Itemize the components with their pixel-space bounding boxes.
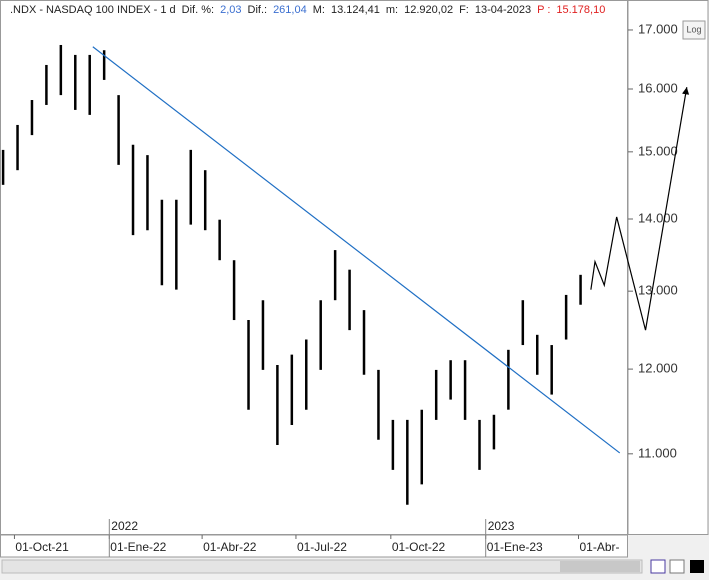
header-label: F: xyxy=(459,4,469,16)
y-tick-label: 17.000 xyxy=(638,21,678,36)
scroll-thumb[interactable] xyxy=(560,561,640,572)
instrument-name: .NDX - NASDAQ 100 INDEX - 1 d xyxy=(10,4,176,16)
scrollbar[interactable] xyxy=(1,559,643,574)
x-tick-label: 01-Abr-22 xyxy=(203,540,257,554)
fill-icon[interactable] xyxy=(690,560,704,573)
header-value: 15.178,10 xyxy=(556,4,605,16)
date-axis xyxy=(0,534,628,558)
y-tick-label: 15.000 xyxy=(638,143,678,158)
zoom-icon[interactable] xyxy=(669,559,685,574)
header-label: M: xyxy=(313,4,325,16)
header-text: .NDX - NASDAQ 100 INDEX - 1 d Dif. %: 2,03… xyxy=(10,4,605,16)
log-button-label[interactable]: Log xyxy=(686,24,701,34)
header-label: m: xyxy=(386,4,398,16)
year-label: 2022 xyxy=(111,519,138,533)
x-tick-label: 01-Oct-22 xyxy=(392,540,446,554)
price-axis xyxy=(627,0,709,535)
header-label: Dif.: xyxy=(248,4,268,16)
x-tick-label: 01-Abr- xyxy=(580,540,620,554)
y-tick-label: 11.000 xyxy=(638,445,677,460)
header-value: 261,04 xyxy=(273,4,307,16)
projection-path xyxy=(590,87,690,331)
header-label: P : xyxy=(537,4,550,16)
y-tick-label: 16.000 xyxy=(638,80,678,95)
x-tick-label: 01-Oct-21 xyxy=(15,540,69,554)
plot-area xyxy=(0,0,628,535)
header-value: 12.920,02 xyxy=(404,4,453,16)
y-tick-label: 13.000 xyxy=(638,283,678,298)
year-label: 2023 xyxy=(488,519,515,533)
y-tick-label: 14.000 xyxy=(638,210,678,225)
save-icon[interactable] xyxy=(650,559,666,574)
log-button[interactable] xyxy=(682,20,706,40)
header-value: 13.124,41 xyxy=(331,4,380,16)
header-value: 2,03 xyxy=(220,4,241,16)
x-tick-label: 01-Jul-22 xyxy=(297,540,347,554)
x-tick-label: 01-Ene-22 xyxy=(110,540,166,554)
header-value: 13-04-2023 xyxy=(475,4,531,16)
header-label: Dif. %: xyxy=(182,4,214,16)
x-tick-label: 01-Ene-23 xyxy=(487,540,543,554)
header: .NDX - NASDAQ 100 INDEX - 1 d Dif. %: 2,03… xyxy=(10,4,605,16)
trendline xyxy=(92,46,621,454)
y-tick-label: 12.000 xyxy=(638,361,678,376)
